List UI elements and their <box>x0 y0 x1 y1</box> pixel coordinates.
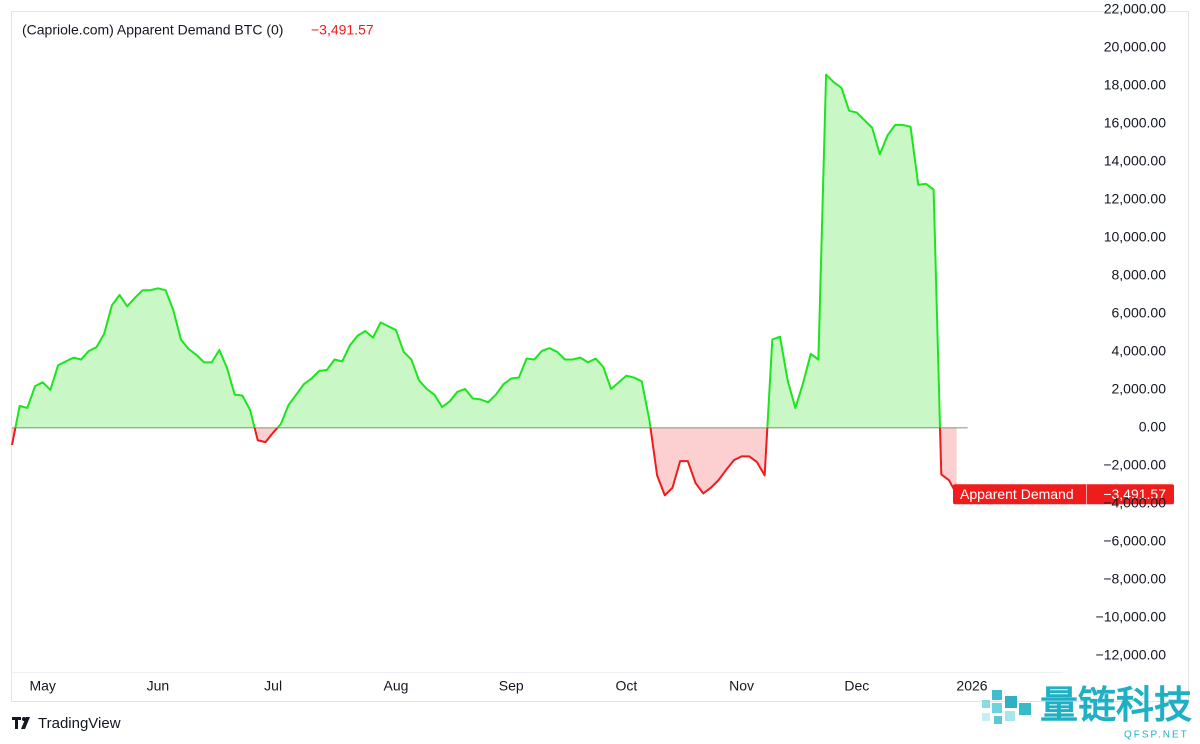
y-tick-label: −8,000.00 <box>1103 571 1166 587</box>
y-tick-label: −12,000.00 <box>1096 647 1167 663</box>
y-tick-label: 10,000.00 <box>1104 229 1166 245</box>
y-tick-label: 2,000.00 <box>1112 381 1167 397</box>
y-tick-label: 0.00 <box>1139 419 1166 435</box>
tradingview-logo <box>12 717 30 729</box>
x-tick-label: Jul <box>264 678 282 694</box>
y-tick-label: 14,000.00 <box>1104 153 1166 169</box>
y-tick-label: −6,000.00 <box>1103 533 1166 549</box>
y-tick-label: 20,000.00 <box>1104 39 1166 55</box>
branding: TradingView <box>38 715 121 732</box>
x-tick-label: Aug <box>384 678 409 694</box>
x-tick-label: Nov <box>729 678 754 694</box>
x-tick-label: 2026 <box>956 678 987 694</box>
y-tick-label: 12,000.00 <box>1104 191 1166 207</box>
x-tick-label: Sep <box>499 678 524 694</box>
last-value-series-name: Apparent Demand <box>960 486 1074 502</box>
y-tick-label: 22,000.00 <box>1104 1 1166 17</box>
watermark-icon <box>982 690 1031 724</box>
x-tick-label: Dec <box>844 678 869 694</box>
area-positive <box>12 74 957 428</box>
line-positive <box>14 73 942 428</box>
line-negative <box>11 427 958 497</box>
y-tick-label: −10,000.00 <box>1096 609 1167 625</box>
y-tick-label: −2,000.00 <box>1103 457 1166 473</box>
y-tick-label: 16,000.00 <box>1104 115 1166 131</box>
y-tick-label: 18,000.00 <box>1104 77 1166 93</box>
y-tick-label: −4,000.00 <box>1103 495 1166 511</box>
y-tick-label: 8,000.00 <box>1112 267 1167 283</box>
x-tick-label: Jun <box>147 678 170 694</box>
axes: 22,000.00 20,000.00 18,000.00 16,000.00 14,0… <box>29 1 1166 694</box>
last-value-tag <box>953 484 1174 505</box>
x-tick-label: May <box>29 678 55 694</box>
y-tick-label: 4,000.00 <box>1112 343 1167 359</box>
watermark-text: 量链科技 <box>1040 685 1192 727</box>
x-tick-label: Oct <box>616 678 638 694</box>
plot-area: Apparent Demand −3,491.57 <box>11 73 1174 505</box>
chart-frame <box>11 11 1189 702</box>
last-value-label: −3,491.57 <box>1103 486 1166 502</box>
area-negative <box>12 427 957 496</box>
header-value: −3,491.57 <box>311 22 374 38</box>
y-tick-label: 6,000.00 <box>1112 305 1167 321</box>
chart-title: (Capriole.com) Apparent Demand BTC (0) <box>22 22 283 38</box>
watermark-subtext: QFSP.NET <box>1124 730 1189 741</box>
